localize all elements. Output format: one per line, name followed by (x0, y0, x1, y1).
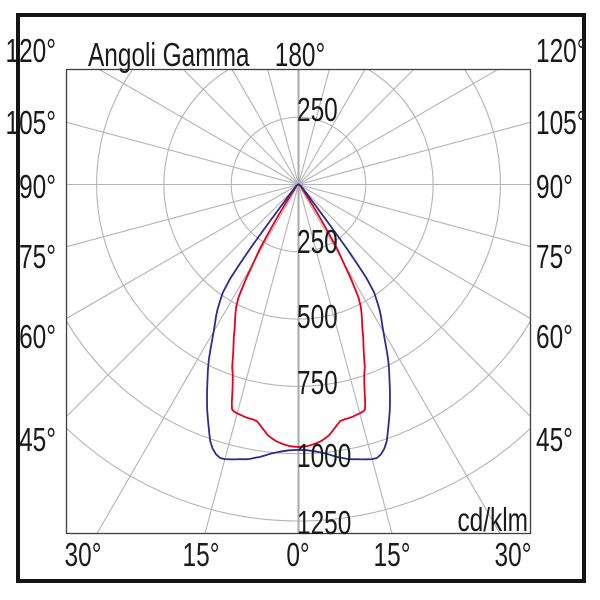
gamma-label-right-120: 120° (536, 31, 587, 69)
gamma-label-right-75: 75° (536, 237, 573, 275)
gamma-label-bottom-3: 15° (373, 535, 411, 573)
gamma-label-right-105: 105° (536, 103, 587, 141)
gamma-label-left-90: 90° (19, 167, 57, 205)
gamma-label-left-105: 105° (5, 103, 57, 141)
gamma-label-bottom-2: 0° (286, 535, 310, 573)
gamma-label-right-60: 60° (536, 317, 573, 355)
chart-title: Angoli Gamma (88, 36, 250, 73)
gamma-label-bottom-1: 15° (182, 535, 220, 573)
unit-label: cd/klm (457, 501, 528, 538)
gamma-label-left-60: 60° (19, 317, 57, 355)
ring-label-250-upper: 250 (297, 91, 338, 128)
gamma-label-right-45: 45° (536, 420, 573, 458)
gamma-label-bottom-0: 30° (64, 535, 102, 573)
gamma-label-left-45: 45° (19, 420, 57, 458)
ring-label-1250: 1250 (297, 504, 352, 541)
gamma-label-bottom-4: 30° (494, 535, 532, 573)
outer-frame (16, 13, 586, 583)
ring-label-500: 500 (297, 297, 338, 335)
ring-label-750: 750 (297, 364, 338, 401)
gamma-label-180: 180° (274, 36, 326, 73)
gamma-label-left-75: 75° (19, 237, 57, 275)
gamma-label-right-90: 90° (536, 167, 573, 205)
ring-label-1000: 1000 (297, 436, 352, 474)
ring-label-250: 250 (297, 223, 338, 260)
gamma-label-left-120: 120° (5, 31, 57, 69)
